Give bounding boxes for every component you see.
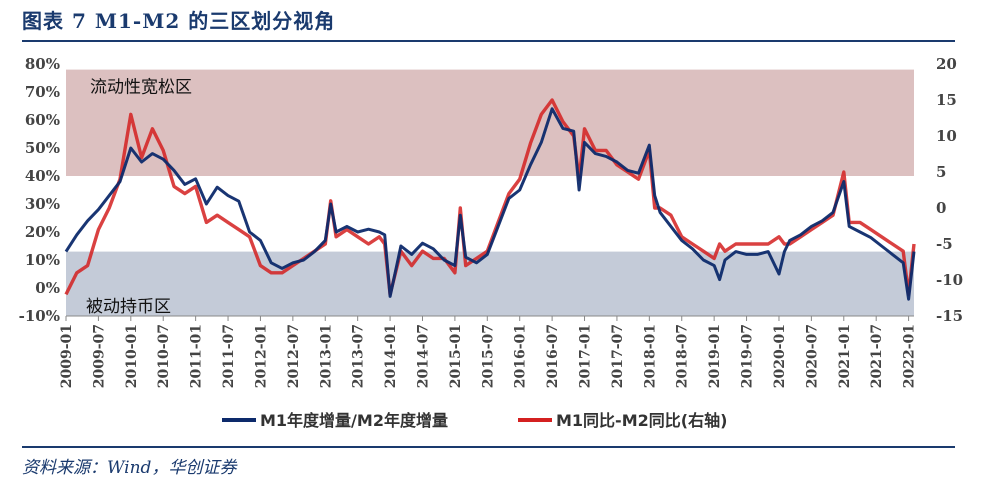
y-right-tick-label: 10 — [936, 127, 957, 145]
x-tick-label: 2009-01 — [59, 324, 75, 388]
x-tick-label: 2018-01 — [642, 324, 658, 388]
x-tick-label: 2010-01 — [124, 324, 140, 388]
x-tick-label: 2015-07 — [480, 324, 496, 388]
y-left-tick-label: 40% — [25, 167, 60, 185]
figure-title: 图表 7 M1-M2 的三区划分视角 — [22, 9, 336, 33]
x-tick-label: 2019-07 — [740, 324, 756, 388]
zone-band-lower — [66, 251, 914, 316]
y-axis-left: -10% 0% 10% 20% 30% 40% 50% 60% 70% 80% — [19, 55, 60, 325]
zone-band-upper — [66, 69, 914, 176]
y-left-tick-label: 0% — [35, 279, 60, 297]
x-tick-label: 2019-01 — [707, 324, 723, 388]
y-right-tick-label: 15 — [936, 91, 957, 109]
x-tick-label: 2016-07 — [545, 324, 561, 388]
y-left-tick-label: 80% — [25, 55, 60, 73]
y-left-tick-label: 70% — [25, 83, 60, 101]
y-left-tick-label: 20% — [25, 223, 60, 241]
x-tick-label: 2021-07 — [869, 324, 885, 388]
y-right-tick-label: -10 — [936, 271, 963, 289]
x-tick-label: 2021-01 — [837, 324, 853, 388]
x-tick-label: 2012-01 — [253, 324, 269, 388]
x-tick-label: 2013-07 — [351, 324, 367, 388]
y-right-tick-label: -15 — [936, 307, 963, 325]
x-tick-label: 2010-07 — [156, 324, 172, 388]
y-left-tick-label: 30% — [25, 195, 60, 213]
legend-label-m1-m2-diff: M1同比-M2同比(右轴) — [556, 411, 727, 430]
x-tick-label: 2014-01 — [383, 324, 399, 388]
x-tick-label: 2020-01 — [772, 324, 788, 388]
title-rule — [22, 40, 955, 42]
x-tick-label: 2009-07 — [91, 324, 107, 388]
x-tick-label: 2015-01 — [448, 324, 464, 388]
zone-label-upper: 流动性宽松区 — [90, 78, 192, 98]
y-left-tick-label: 50% — [25, 139, 60, 157]
y-axis-right: -15 -10 -5 0 5 10 15 20 — [936, 55, 963, 325]
legend: M1年度增量/M2年度增量 M1同比-M2同比(右轴) — [222, 411, 727, 430]
y-right-tick-label: 5 — [936, 163, 946, 181]
x-tick-label: 2013-01 — [318, 324, 334, 388]
x-tick-label: 2022-01 — [902, 324, 918, 388]
footer-rule — [22, 446, 955, 448]
y-right-tick-label: 0 — [936, 199, 946, 217]
y-right-tick-label: -5 — [936, 235, 953, 253]
x-tick-label: 2017-01 — [578, 324, 594, 388]
x-tick-label: 2011-01 — [189, 324, 205, 388]
x-axis: 2009-01 2009-07 2010-01 2010-07 2011-01 2011-… — [59, 315, 918, 388]
source-note: 资料来源：Wind，华创证券 — [22, 458, 237, 478]
series-line-m1-m2-ratio — [64, 107, 916, 301]
x-tick-label: 2018-07 — [675, 324, 691, 388]
zone-label-lower: 被动持币区 — [86, 297, 171, 317]
x-tick-label: 2014-07 — [415, 324, 431, 388]
series-line-m1-m2-diff — [64, 98, 916, 297]
x-tick-label: 2012-07 — [286, 324, 302, 388]
x-tick-label: 2017-07 — [610, 324, 626, 388]
x-tick-label: 2011-07 — [221, 324, 237, 388]
y-left-tick-label: 10% — [25, 251, 60, 269]
x-tick-label: 2020-07 — [804, 324, 820, 388]
y-left-tick-label: 60% — [25, 111, 60, 129]
y-left-tick-label: -10% — [19, 307, 60, 325]
x-tick-label: 2016-01 — [513, 324, 529, 388]
legend-label-m1-m2-ratio: M1年度增量/M2年度增量 — [260, 411, 448, 430]
series-lines — [64, 98, 916, 301]
y-right-tick-label: 20 — [936, 55, 957, 73]
